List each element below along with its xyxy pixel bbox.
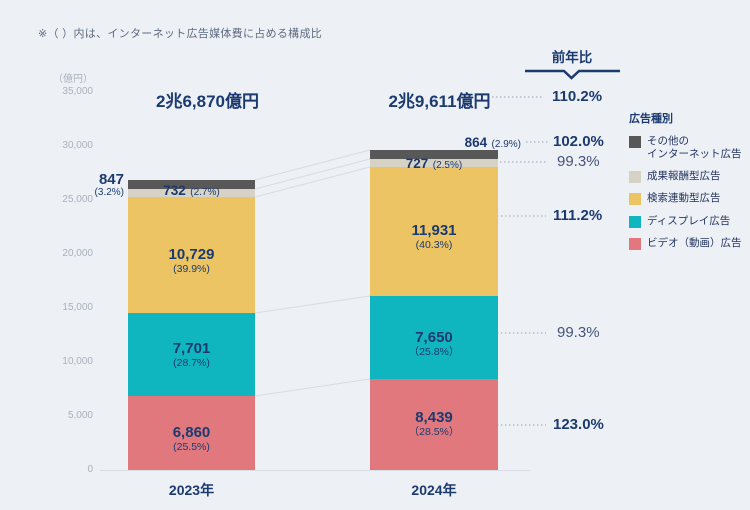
bar-2024-display-segment — [370, 296, 498, 379]
label-2023-performance-value: 732 — [163, 183, 186, 198]
label-2023-display: 7,701 (28.7%) — [128, 340, 255, 370]
yoy-performance: 99.3% — [557, 153, 600, 170]
legend-item-other: その他の インターネット広告 — [629, 135, 749, 161]
legend-item-video: ビデオ（動画）広告 — [629, 237, 749, 250]
label-2023-performance: 732 (2.7%) — [128, 182, 255, 200]
chart-note: ※（ ）内は、インターネット広告媒体費に占める構成比 — [38, 28, 323, 40]
legend-swatch-other — [629, 136, 641, 148]
label-2023-video-value: 6,860 — [172, 424, 211, 441]
label-2023-video: 6,860 (25.5%) — [128, 424, 255, 454]
leader-lines — [488, 96, 549, 426]
label-2024-performance-value: 727 — [405, 156, 429, 171]
y-tick-5000: 5,000 — [67, 410, 93, 421]
label-2023-performance-share: (2.7%) — [190, 187, 220, 198]
legend-label-other: その他の インターネット広告 — [647, 135, 742, 161]
label-2023-search-share: (39.9%) — [173, 263, 210, 275]
legend-swatch-display — [629, 215, 641, 228]
legend: 広告種別 その他の インターネット広告 成果報酬型広告 検索連動型広告 ディスプ… — [629, 110, 749, 259]
y-tick-0: 0 — [87, 464, 93, 475]
x-axis-line — [100, 470, 530, 471]
segment-connector-lines — [254, 149, 371, 397]
yoy-video: 123.0% — [553, 416, 604, 433]
label-2023-display-share: (28.7%) — [173, 357, 210, 369]
bar-2023-other-segment — [128, 180, 255, 189]
y-tick-30000: 30,000 — [62, 140, 93, 151]
y-tick-35000: 35,000 — [62, 86, 93, 97]
label-2024-search: 11,931 (40.3%) — [370, 222, 498, 252]
yoy-search: 111.2% — [553, 207, 603, 224]
yoy-total: 110.2% — [552, 88, 603, 105]
legend-item-search: 検索連動型広告 — [629, 192, 749, 206]
label-2024-performance: 727 (2.5%) — [370, 155, 498, 173]
x-label-2023: 2023年 — [168, 482, 215, 498]
legend-title: 広告種別 — [629, 113, 673, 125]
legend-item-performance: 成果報酬型広告 — [629, 170, 749, 184]
legend-label-video: ビデオ（動画）広告 — [647, 236, 742, 249]
y-axis-unit: （億円） — [53, 74, 93, 85]
yoy-other: 102.0% — [553, 133, 604, 150]
y-tick-15000: 15,000 — [62, 302, 93, 313]
label-2023-other-share: (3.2%) — [94, 187, 124, 198]
yoy-header: 前年比 — [551, 50, 593, 65]
total-2023: 2兆6,870億円 — [156, 92, 259, 111]
yoy-bracket — [525, 69, 620, 80]
y-tick-20000: 20,000 — [62, 248, 93, 259]
label-2023-search: 10,729 (39.9%) — [128, 246, 255, 276]
label-2024-video-value: 8,439 — [415, 409, 453, 426]
bar-2024-performance-segment — [370, 159, 498, 167]
legend-label-search: 検索連動型広告 — [647, 192, 721, 205]
legend-swatch-performance — [629, 171, 641, 184]
label-2024-other: 864 (2.9%) — [401, 134, 521, 152]
bar-2023-performance-segment — [128, 189, 255, 197]
label-2023-search-value: 10,729 — [168, 246, 215, 263]
label-2023-other: 847 (3.2%) — [56, 172, 124, 199]
label-2024-video: 8,439 （28.5%） — [370, 409, 498, 439]
bar-2023-video-segment — [128, 396, 255, 470]
label-2024-display: 7,650 （25.8%） — [370, 329, 498, 359]
bar-2023-display-segment — [128, 313, 255, 396]
bar-2024-other-segment — [370, 150, 498, 159]
label-2023-display-value: 7,701 — [172, 340, 211, 357]
label-2024-video-share: （28.5%） — [408, 426, 460, 438]
bar-2024-video-segment — [370, 379, 498, 470]
total-2024: 2兆9,611億円 — [388, 92, 491, 111]
y-tick-10000: 10,000 — [62, 356, 93, 367]
y-tick-25000: 25,000 — [62, 194, 93, 205]
label-2024-other-share: (2.9%) — [491, 139, 521, 150]
legend-label-performance: 成果報酬型広告 — [647, 170, 721, 183]
bar-2024-search-segment — [370, 167, 498, 296]
legend-item-display: ディスプレイ広告 — [629, 215, 749, 228]
bar-2023-search-segment — [128, 197, 255, 313]
label-2023-other-value: 847 — [98, 171, 124, 188]
label-2024-search-value: 11,931 — [411, 222, 457, 239]
label-2024-other-value: 864 — [464, 135, 488, 150]
label-2024-display-share: （25.8%） — [408, 346, 460, 358]
yoy-display: 99.3% — [557, 324, 600, 341]
label-2023-video-share: (25.5%) — [173, 441, 210, 453]
legend-swatch-search — [629, 193, 641, 206]
legend-label-display: ディスプレイ広告 — [647, 214, 731, 227]
x-label-2024: 2024年 — [411, 482, 457, 498]
legend-swatch-video — [629, 237, 641, 250]
label-2024-performance-share: (2.5%) — [432, 160, 463, 171]
label-2024-display-value: 7,650 — [415, 329, 453, 346]
label-2024-search-share: (40.3%) — [415, 239, 453, 251]
